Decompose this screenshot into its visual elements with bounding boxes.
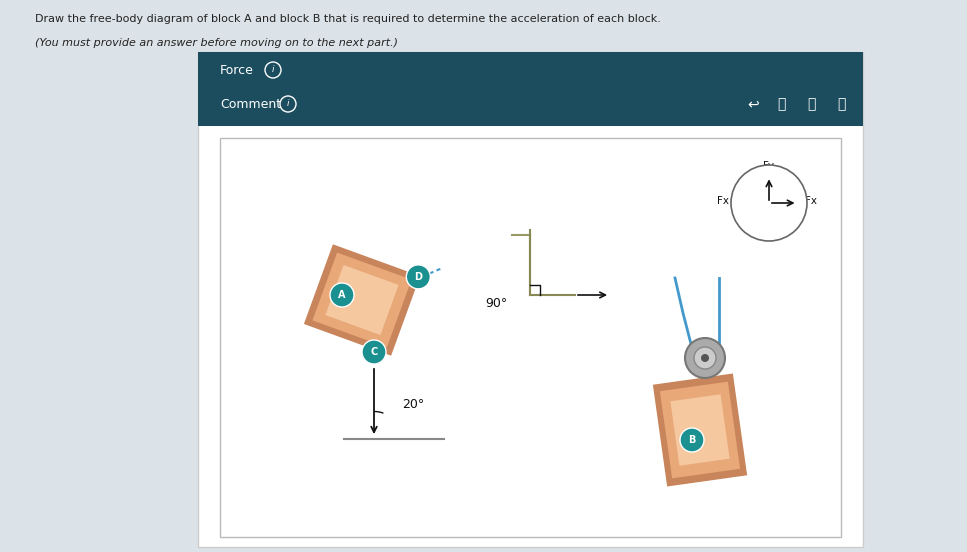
FancyBboxPatch shape [198, 52, 863, 547]
Text: ⓘ: ⓘ [806, 97, 815, 111]
Text: C: C [370, 347, 378, 357]
Text: = 0°: = 0° [767, 207, 786, 216]
Polygon shape [306, 246, 419, 354]
Text: D: D [414, 272, 423, 282]
Circle shape [685, 338, 725, 378]
Circle shape [362, 340, 386, 364]
Text: i: i [272, 66, 275, 75]
Circle shape [701, 354, 709, 362]
Text: Fx: Fx [718, 196, 729, 206]
Text: 🗑: 🗑 [777, 97, 785, 111]
Text: 90°: 90° [485, 297, 508, 310]
Text: Draw the free-body diagram of block A and block B that is required to determine : Draw the free-body diagram of block A an… [35, 14, 660, 24]
Text: (You must provide an answer before moving on to the next part.): (You must provide an answer before movin… [35, 38, 398, 48]
Text: B: B [689, 435, 695, 445]
Text: Force: Force [220, 63, 254, 77]
Text: Fx: Fx [806, 196, 817, 206]
Circle shape [406, 265, 430, 289]
Circle shape [694, 347, 716, 369]
Text: A: A [338, 290, 346, 300]
Text: ⓘ: ⓘ [836, 97, 845, 111]
Text: Fy: Fy [764, 161, 775, 171]
Polygon shape [659, 381, 740, 479]
Circle shape [330, 283, 354, 307]
Text: 20°: 20° [402, 398, 425, 411]
Circle shape [680, 428, 704, 452]
FancyBboxPatch shape [220, 138, 841, 537]
FancyBboxPatch shape [198, 52, 863, 126]
Polygon shape [312, 253, 412, 347]
Polygon shape [655, 375, 746, 485]
Polygon shape [326, 265, 398, 335]
Circle shape [731, 165, 807, 241]
Text: Comment: Comment [220, 98, 281, 110]
Text: ↩: ↩ [747, 97, 759, 111]
Polygon shape [670, 394, 730, 466]
Text: i: i [287, 99, 289, 109]
